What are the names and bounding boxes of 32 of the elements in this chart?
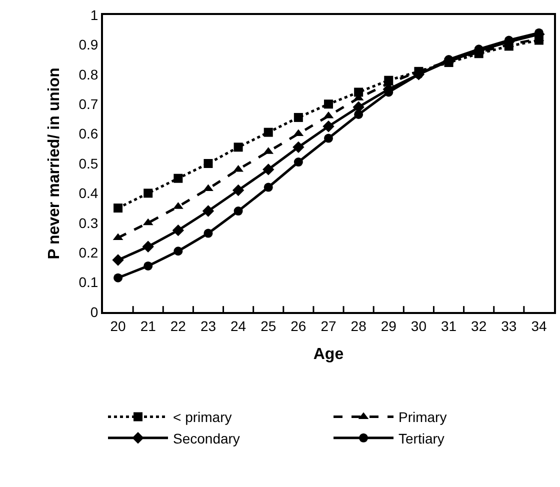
y-axis-title: P never married/ in union (46, 68, 64, 260)
x-tick-label: 23 (200, 318, 216, 334)
x-axis-title: Age (313, 346, 344, 363)
x-tick-label: 31 (440, 318, 457, 334)
y-tick-label: 0 (90, 304, 98, 320)
y-tick-label: 0.9 (78, 36, 98, 53)
x-tick-label: 34 (531, 318, 547, 334)
x-tick-label: 33 (501, 318, 517, 334)
x-tick-label: 28 (350, 318, 367, 334)
y-tick-label: 0.6 (78, 126, 98, 142)
x-tick-label: 22 (170, 318, 186, 334)
legend-label: Tertiary (398, 430, 444, 446)
legend-label: < primary (173, 409, 232, 426)
y-tick-label: 0.5 (78, 155, 98, 172)
y-tick-label: 0.1 (78, 274, 98, 290)
y-tick-label: 0.8 (78, 66, 98, 82)
x-tick-label: 24 (230, 318, 246, 334)
legend-label: Secondary (173, 430, 240, 446)
x-tick-label: 25 (260, 318, 276, 334)
y-tick-label: 0.4 (78, 185, 98, 202)
x-tick-label: 26 (290, 318, 306, 334)
x-tick-label: 20 (110, 318, 126, 334)
y-tick-label: 0.2 (78, 244, 98, 260)
legend-label: Primary (398, 409, 447, 426)
x-tick-label: 29 (380, 318, 397, 334)
y-tick-label: 0.3 (78, 214, 98, 231)
x-tick-label: 30 (410, 318, 427, 334)
y-tick-label: 1 (90, 6, 98, 23)
x-tick-label: 27 (320, 318, 336, 334)
x-tick-label: 21 (140, 318, 156, 334)
x-tick-label: 32 (471, 318, 487, 334)
y-tick-label: 0.7 (78, 96, 98, 112)
